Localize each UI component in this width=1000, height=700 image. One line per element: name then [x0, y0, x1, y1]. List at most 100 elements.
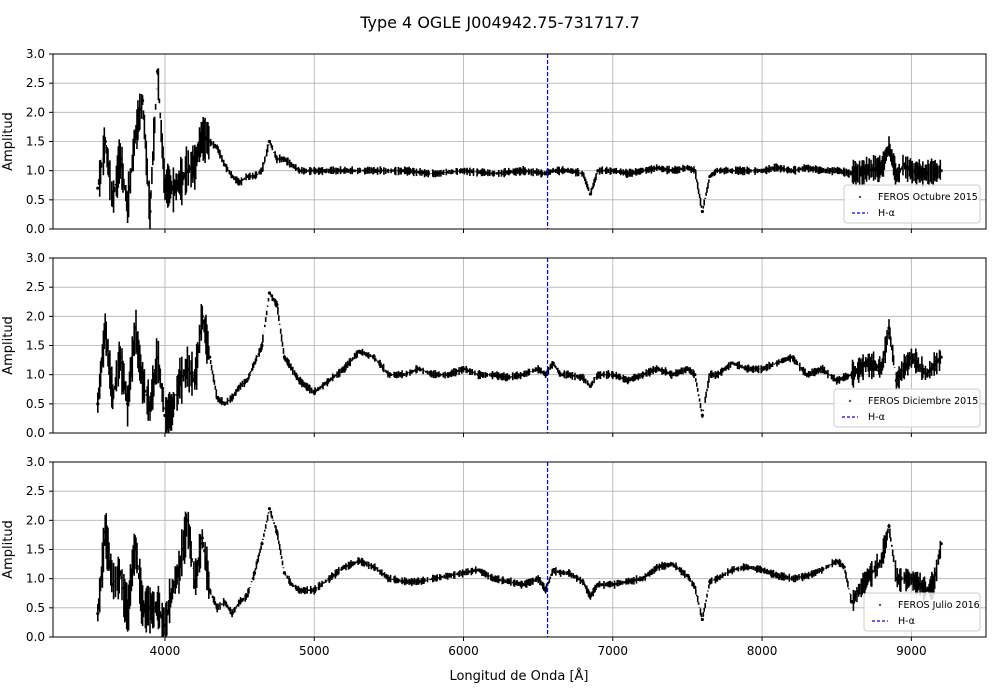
- data-point: [133, 326, 137, 330]
- spectrum-band: [97, 291, 942, 433]
- y-axis-label: Amplitud: [1, 520, 16, 579]
- data-point: [685, 166, 690, 170]
- y-tick-label: 2.0: [26, 513, 45, 527]
- data-point: [700, 413, 704, 418]
- legend: FEROS Diciembre 2015 H-α: [833, 388, 981, 428]
- y-tick-label: 2.5: [26, 280, 45, 294]
- data-point: [297, 169, 301, 173]
- spectrum-series: [96, 507, 943, 637]
- data-point: [745, 565, 749, 569]
- data-point: [693, 373, 697, 377]
- data-point: [200, 536, 204, 540]
- data-point: [655, 166, 660, 170]
- data-point: [476, 568, 481, 572]
- data-point: [775, 166, 779, 170]
- data-point: [342, 169, 346, 173]
- data-point: [230, 396, 234, 400]
- data-point: [297, 588, 301, 592]
- data-point: [566, 571, 570, 575]
- data-point: [536, 577, 540, 581]
- data-point: [275, 530, 279, 534]
- spectrum-series: [96, 291, 943, 433]
- data-point: [252, 361, 257, 365]
- legend-box: [833, 388, 981, 428]
- data-point: [626, 579, 630, 584]
- x-axis-label: Longitud de Onda [Å]: [449, 668, 588, 684]
- data-point: [850, 171, 854, 176]
- data-point: [357, 559, 361, 563]
- data-point: [491, 171, 495, 176]
- data-point: [252, 174, 257, 179]
- data-point: [245, 378, 249, 383]
- data-point: [939, 542, 943, 546]
- data-point: [939, 355, 943, 359]
- data-point: [521, 582, 525, 587]
- data-point: [551, 169, 555, 173]
- data-point: [267, 507, 272, 511]
- data-point: [461, 169, 466, 173]
- y-tick-label: 1.0: [26, 572, 45, 586]
- data-point: [708, 174, 712, 179]
- data-point: [155, 355, 160, 359]
- data-point: [111, 396, 115, 400]
- data-point: [432, 171, 436, 176]
- data-point: [558, 571, 563, 575]
- data-point: [387, 373, 391, 377]
- data-point: [193, 582, 197, 587]
- data-point: [745, 367, 749, 371]
- y-tick-label: 0.5: [26, 397, 45, 411]
- data-point: [372, 169, 376, 173]
- legend-label: H-α: [878, 208, 895, 219]
- data-point: [357, 349, 361, 353]
- data-point: [835, 559, 839, 563]
- data-point: [581, 171, 585, 176]
- data-point: [581, 579, 585, 584]
- data-point: [208, 139, 212, 144]
- data-point: [282, 157, 286, 161]
- data-point: [879, 166, 884, 170]
- data-point: [155, 69, 160, 74]
- data-point: [402, 373, 406, 377]
- data-point: [208, 588, 212, 592]
- data-point: [148, 408, 152, 412]
- data-point: [850, 600, 854, 604]
- y-tick-label: 2.5: [26, 76, 45, 90]
- data-point: [932, 582, 936, 587]
- data-point: [670, 169, 675, 173]
- data-point: [215, 396, 219, 400]
- data-point: [260, 542, 264, 546]
- data-point: [103, 530, 107, 534]
- data-point: [760, 169, 764, 173]
- data-point: [924, 588, 928, 592]
- data-point: [588, 384, 593, 388]
- data-point: [760, 568, 764, 572]
- data-point: [641, 169, 645, 173]
- data-point: [790, 355, 794, 359]
- spectrum-band: [97, 68, 942, 229]
- data-point: [275, 303, 279, 307]
- data-point: [544, 373, 548, 377]
- x-tick-label: 9000: [896, 644, 927, 658]
- data-point: [417, 367, 421, 371]
- data-point: [260, 169, 264, 173]
- y-tick-label: 2.0: [26, 309, 45, 323]
- y-tick-label: 1.5: [26, 135, 45, 149]
- data-point: [558, 373, 563, 377]
- data-point: [588, 594, 593, 598]
- y-tick-label: 1.0: [26, 164, 45, 178]
- data-point: [185, 518, 189, 522]
- y-tick-label: 0.0: [26, 426, 45, 440]
- data-point: [820, 367, 824, 371]
- data-point: [118, 355, 122, 359]
- data-point: [133, 542, 137, 546]
- data-point: [864, 577, 869, 581]
- data-point: [148, 606, 152, 610]
- y-tick-label: 0.0: [26, 630, 45, 644]
- data-point: [238, 180, 242, 184]
- data-point: [267, 291, 272, 295]
- spectrum-series: [96, 68, 943, 229]
- data-point: [850, 373, 854, 377]
- data-point: [820, 169, 824, 173]
- data-point: [185, 169, 189, 173]
- data-point: [596, 169, 600, 173]
